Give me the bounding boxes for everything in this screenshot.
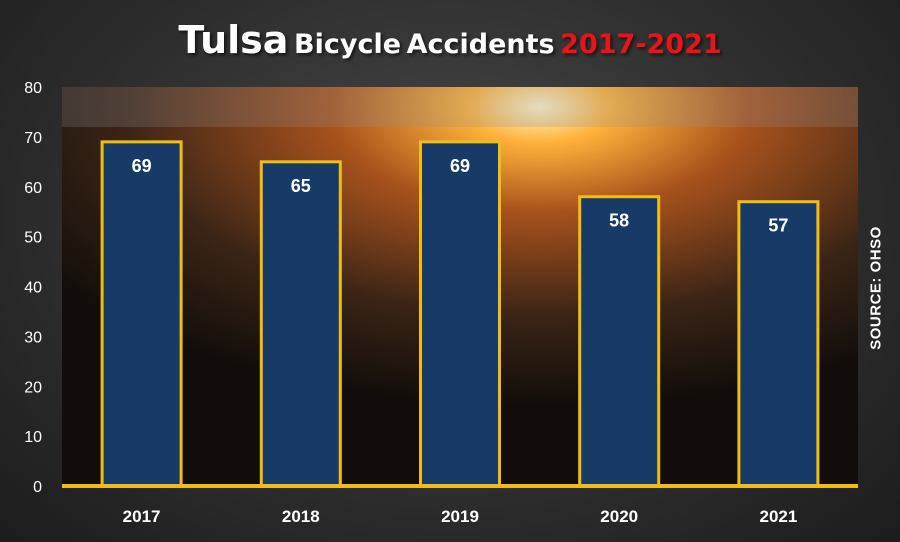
title-bicycle: Bicycle xyxy=(294,29,402,60)
y-tick-label: 30 xyxy=(24,329,42,346)
bars-group: 69 65 69 58 57 xyxy=(100,140,820,488)
y-tick-label: 70 xyxy=(24,130,42,147)
data-label: 58 xyxy=(609,211,629,231)
y-tick-label: 10 xyxy=(24,429,42,446)
y-axis: 0 10 20 30 40 50 60 70 80 xyxy=(24,80,42,496)
bar xyxy=(259,160,342,488)
source-label: SOURCE: OHSO xyxy=(867,226,885,350)
y-tick-label: 60 xyxy=(24,180,42,197)
title-tulsa: Tulsa xyxy=(178,18,289,62)
data-label: 65 xyxy=(291,176,311,196)
bar xyxy=(100,140,183,488)
data-label: 57 xyxy=(768,216,788,236)
y-tick-label: 80 xyxy=(24,80,42,97)
x-tick-label: 2021 xyxy=(759,507,797,526)
data-label: 69 xyxy=(132,156,152,176)
y-tick-label: 20 xyxy=(24,379,42,396)
bar xyxy=(419,140,501,488)
x-tick-label: 2020 xyxy=(600,507,638,526)
bar xyxy=(578,195,661,488)
y-tick-label: 50 xyxy=(24,230,42,247)
data-label: 69 xyxy=(450,156,470,176)
x-axis: 2017 2018 2019 2020 2021 xyxy=(62,484,858,526)
background-sky xyxy=(62,87,858,127)
y-tick-label: 0 xyxy=(33,479,42,496)
y-tick-label: 40 xyxy=(24,280,42,297)
x-tick-label: 2018 xyxy=(282,507,320,526)
title-accidents: Accidents xyxy=(406,29,555,60)
x-tick-label: 2017 xyxy=(123,507,161,526)
x-tick-label: 2019 xyxy=(441,507,479,526)
bar xyxy=(737,200,820,488)
chart-title: Tulsa Bicycle Accidents 2017-2021 xyxy=(0,18,900,62)
title-years: 2017-2021 xyxy=(560,29,722,60)
